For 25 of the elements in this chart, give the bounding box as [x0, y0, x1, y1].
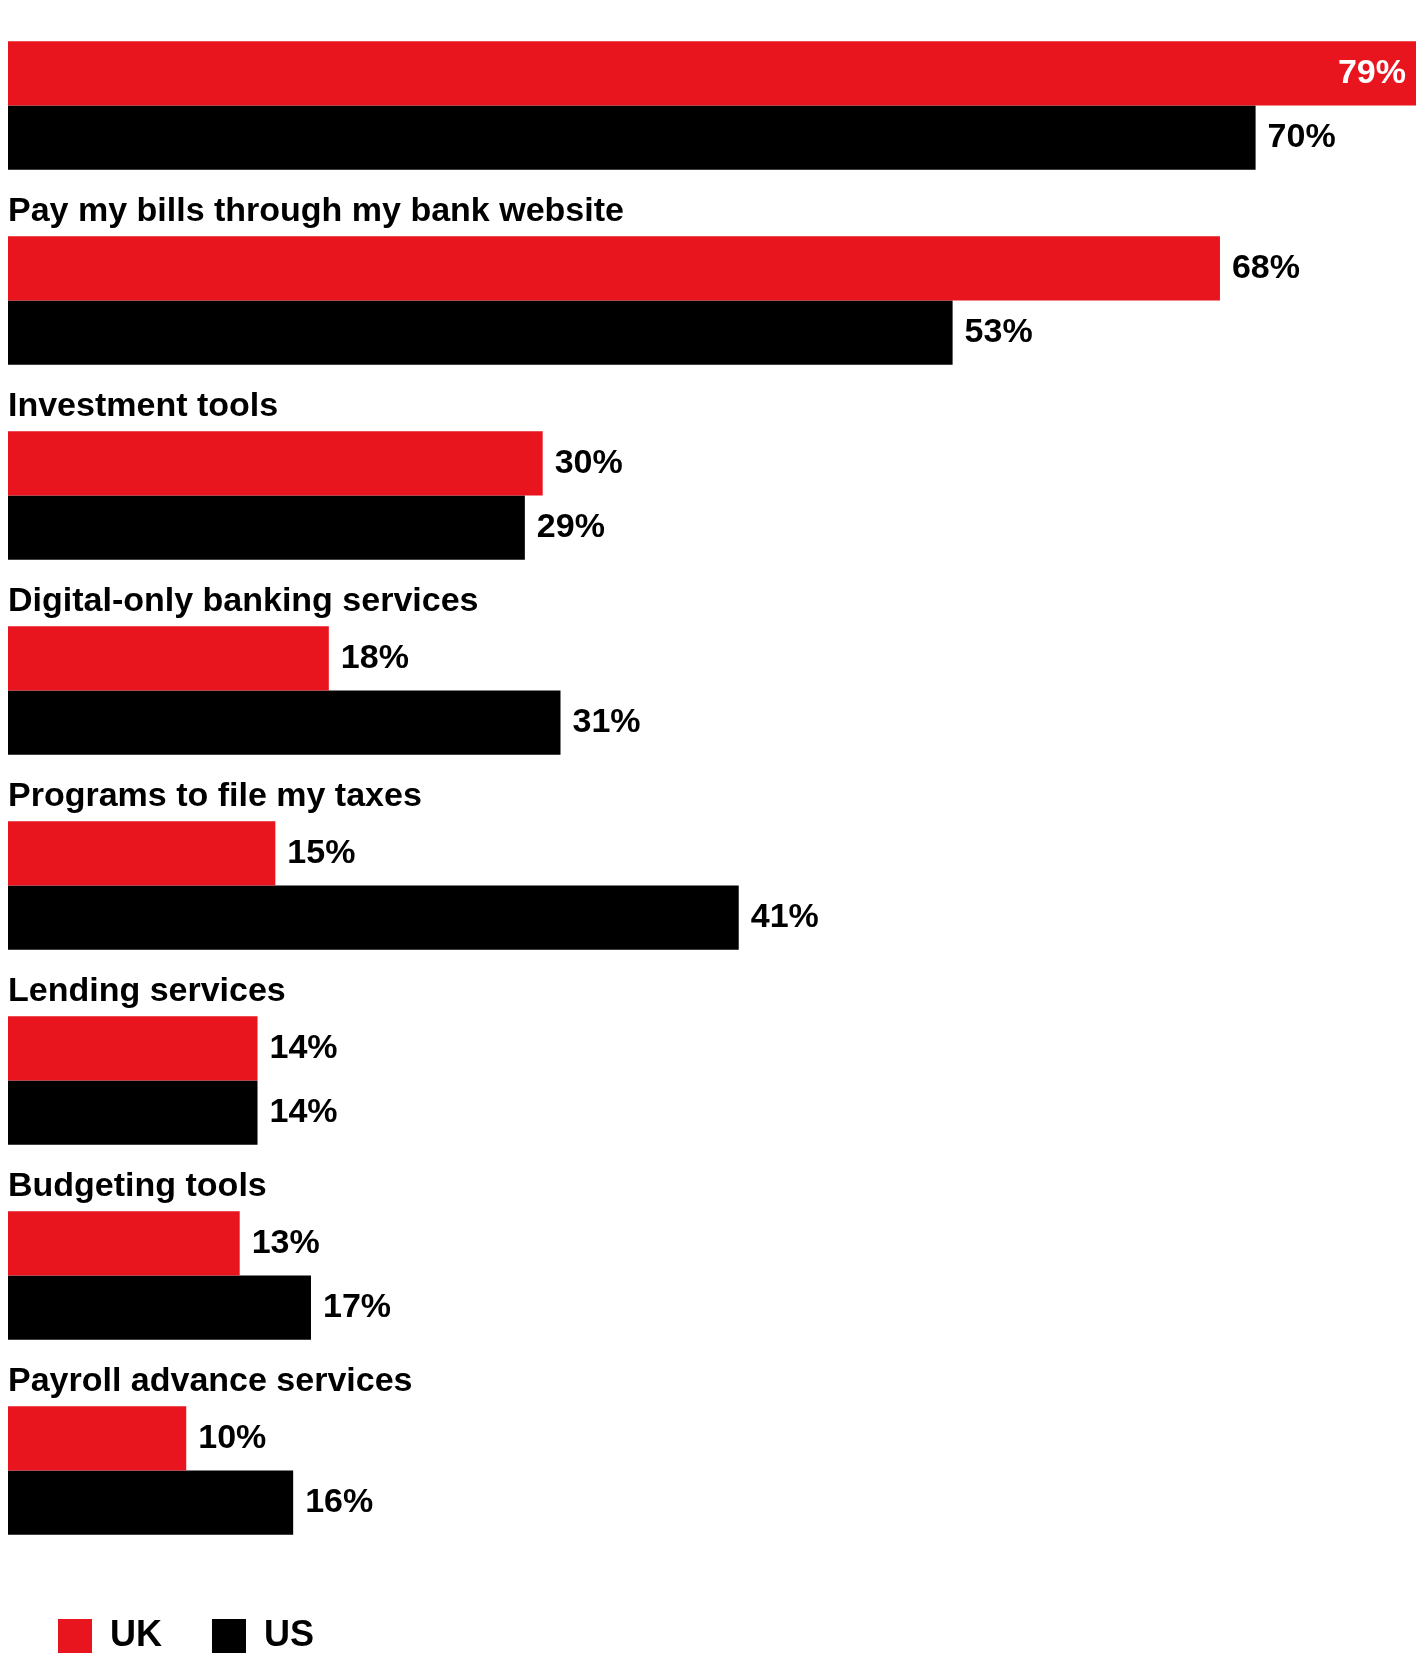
y-tick-label: Pay my bills through my bank website: [8, 189, 624, 228]
data-label: 29%: [536, 506, 605, 545]
data-label: 13%: [251, 1221, 320, 1260]
data-label: 10%: [198, 1416, 267, 1455]
legend-label: US: [264, 1612, 315, 1654]
data-label: 17%: [322, 1286, 392, 1325]
legend-label: UK: [110, 1612, 162, 1654]
y-tick-label: Investment tools: [8, 384, 279, 423]
y-tick-label: Payroll advance services: [8, 1359, 413, 1398]
data-label: 53%: [964, 311, 1033, 350]
data-label: 14%: [269, 1026, 338, 1065]
data-label: 15%: [287, 831, 356, 870]
data-label: 70%: [1267, 116, 1336, 155]
data-label: 16%: [305, 1481, 374, 1520]
data-label: 14%: [269, 1091, 338, 1130]
y-tick-label: Programs to file my taxes: [8, 774, 422, 813]
y-tick-label: Lending services: [8, 969, 286, 1008]
y-tick-label: Budgeting tools: [8, 1164, 267, 1203]
data-label: 79%: [1337, 51, 1406, 90]
data-label: 31%: [572, 701, 641, 740]
data-label: 18%: [340, 636, 409, 675]
data-label: 30%: [554, 441, 623, 480]
data-label: 41%: [750, 896, 819, 935]
y-tick-label: Digital-only banking services: [8, 579, 479, 618]
data-label: 68%: [1231, 246, 1301, 285]
